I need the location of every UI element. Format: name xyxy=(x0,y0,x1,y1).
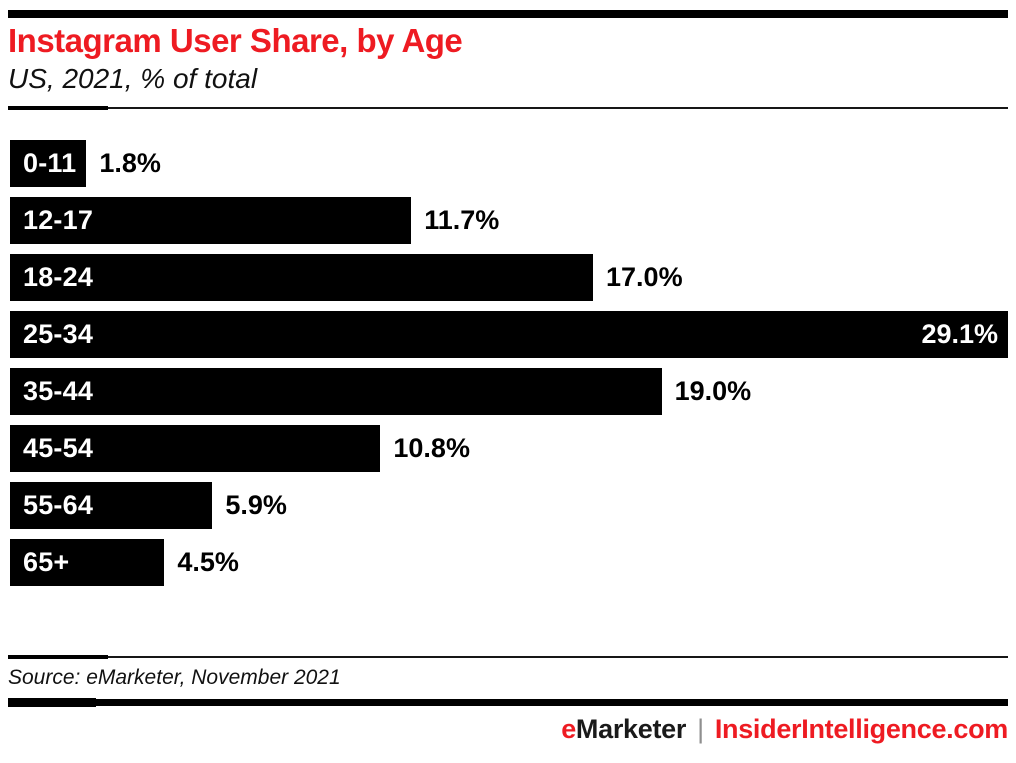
bar-category-label: 45-54 xyxy=(23,433,94,463)
bar-value-label: 10.8% xyxy=(393,433,470,463)
bar-category-label: 55-64 xyxy=(23,490,94,520)
bar-0-11: 0-11 xyxy=(10,140,87,187)
bar-row: 0-11 1.8% xyxy=(10,140,1008,187)
bar-25-34: 25-34 29.1% xyxy=(10,311,1008,358)
bar-category-label: 0-11 xyxy=(23,148,77,178)
header-divider xyxy=(8,106,1008,110)
bar-18-24: 18-24 xyxy=(10,254,594,301)
bar-value-label: 11.7% xyxy=(424,205,500,235)
bar-category-label: 18-24 xyxy=(23,262,94,292)
divider-accent-segment xyxy=(8,655,108,659)
source-note: Source: eMarketer, November 2021 xyxy=(8,666,341,689)
bar-category-label: 12-17 xyxy=(23,205,94,235)
bar-65+: 65+ xyxy=(10,539,165,586)
bar-45-54: 45-54 xyxy=(10,425,381,472)
bar-row: 18-24 17.0% xyxy=(10,254,1008,301)
chart-title: Instagram User Share, by Age xyxy=(8,22,463,59)
bar-value-label: 5.9% xyxy=(225,490,287,520)
bar-category-label: 65+ xyxy=(23,547,70,577)
emarketer-logo-e: e xyxy=(561,714,576,744)
bar-row: 65+ 4.5% xyxy=(10,539,1008,586)
divider-line xyxy=(8,656,1008,658)
bar-value-label: 29.1% xyxy=(921,319,998,349)
chart-page: Instagram User Share, by Age US, 2021, %… xyxy=(0,10,1016,763)
bar-row: 35-44 19.0% xyxy=(10,368,1008,415)
bar-12-17: 12-17 xyxy=(10,197,412,244)
bar-35-44: 35-44 xyxy=(10,368,662,415)
footer-divider xyxy=(8,655,1008,659)
bar-category-label: 25-34 xyxy=(23,319,94,349)
chart-subtitle: US, 2021, % of total xyxy=(8,63,258,94)
footer-thick-bar-accent xyxy=(8,698,96,707)
bar-row: 25-34 29.1% xyxy=(10,311,1008,358)
bar-value-label: 19.0% xyxy=(674,376,752,406)
bar-55-64: 55-64 xyxy=(10,482,213,529)
bar-row: 45-54 10.8% xyxy=(10,425,1008,472)
bar-value-label: 17.0% xyxy=(606,262,683,292)
bar-chart: 0-11 1.8% 12-17 11.7% 18-24 17.0% 25-34 29.1% 35… xyxy=(8,140,1008,586)
divider-line xyxy=(8,107,1008,109)
branding-row: eMarketer | InsiderIntelligence.com xyxy=(8,713,1008,745)
bar-row: 55-64 5.9% xyxy=(10,482,1008,529)
divider-accent-segment xyxy=(8,106,108,110)
bar-value-label: 1.8% xyxy=(99,148,161,178)
emarketer-logo: Marketer xyxy=(575,714,687,744)
top-black-bar xyxy=(8,10,1008,18)
insider-intelligence-logo: InsiderIntelligence.com xyxy=(714,714,1008,744)
logo-separator: | xyxy=(697,714,704,744)
bar-row: 12-17 11.7% xyxy=(10,197,1008,244)
bar-value-label: 4.5% xyxy=(177,547,239,577)
footer-thick-bar xyxy=(8,698,1008,707)
bar-category-label: 35-44 xyxy=(23,376,94,406)
